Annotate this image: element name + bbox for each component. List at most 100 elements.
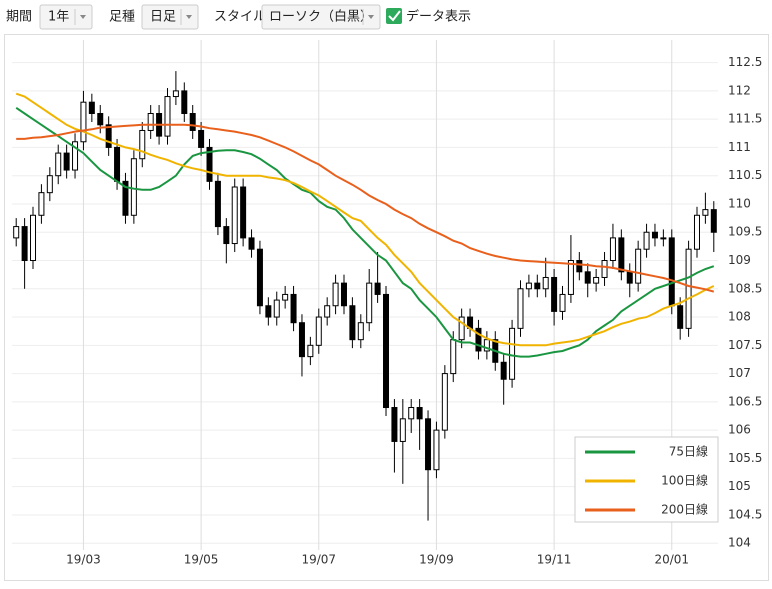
bar-select[interactable] — [141, 4, 199, 30]
candle-body — [458, 316, 465, 341]
y-tick-label: 111.5 — [728, 112, 762, 126]
moving-average-line — [15, 92, 715, 347]
candle-body — [651, 231, 658, 239]
candle-body — [416, 407, 423, 420]
candle-body — [668, 237, 675, 307]
y-tick-label: 106.5 — [728, 394, 762, 408]
y-tick-label: 109 — [728, 253, 751, 267]
style-value: ローソク（白黒） — [269, 9, 373, 25]
candle-body — [660, 237, 667, 240]
candle-body — [475, 327, 482, 352]
candle-body — [30, 214, 37, 262]
show-data-label: データ表示 — [406, 9, 471, 25]
candle-body — [114, 146, 121, 182]
candle-body — [164, 96, 171, 137]
candle-body — [357, 322, 364, 341]
candle-body — [593, 276, 600, 284]
candle-body — [584, 271, 591, 284]
x-tick-label: 20/01 — [654, 553, 689, 567]
data-checkbox[interactable] — [386, 8, 402, 24]
candle-body — [214, 180, 221, 228]
candle-body — [399, 418, 406, 442]
candle-body — [172, 90, 179, 98]
candle-body — [500, 361, 507, 380]
candle-body — [105, 124, 112, 148]
candle-body — [693, 214, 700, 250]
y-tick-label: 112 — [728, 83, 751, 97]
candle-body — [425, 418, 432, 471]
candle-body — [206, 146, 213, 182]
moving-average-line — [15, 106, 715, 358]
x-tick-label: 19/05 — [184, 553, 219, 567]
moving-average-line — [16, 123, 715, 293]
y-tick-label: 108.5 — [728, 281, 762, 295]
y-tick-label: 112.5 — [728, 55, 762, 69]
y-tick-label: 111 — [728, 140, 751, 154]
candle-body — [374, 282, 381, 295]
y-tick-label: 110 — [728, 196, 751, 210]
candle-body — [55, 152, 62, 177]
candle-body — [567, 260, 574, 295]
candle-body — [340, 282, 347, 307]
candle-body — [198, 129, 205, 148]
period-value: 1年 — [48, 10, 69, 25]
candle-body — [408, 407, 415, 420]
y-tick-label: 107 — [728, 366, 751, 380]
period-label: 期間 — [6, 10, 32, 25]
bar-value: 日足 — [150, 10, 176, 25]
y-tick-label: 106 — [728, 423, 751, 437]
candle-body — [509, 327, 516, 380]
candle-body — [324, 305, 331, 318]
style-label: スタイル — [214, 10, 266, 25]
candle-body — [307, 344, 314, 358]
candle-body — [332, 282, 339, 307]
bar-label: 足種 — [109, 9, 135, 25]
candle-body — [248, 237, 255, 250]
candle-body — [189, 113, 196, 131]
candle-body — [483, 339, 490, 352]
candle-body — [576, 260, 583, 273]
y-tick-label: 110.5 — [728, 168, 762, 182]
candle-body — [391, 407, 398, 442]
candle-body — [46, 175, 53, 194]
candle-body — [534, 282, 541, 290]
candle-body — [122, 180, 129, 216]
candle-body — [315, 316, 322, 346]
candle-body — [256, 248, 263, 307]
candle-body — [542, 276, 549, 290]
candle-body — [273, 299, 280, 318]
dropdown-arrow — [368, 15, 374, 19]
candle-body — [441, 373, 448, 431]
x-tick-label: 19/03 — [66, 553, 101, 567]
candle-body — [710, 209, 717, 233]
candle-body — [626, 271, 633, 284]
candle-body — [231, 186, 238, 245]
dropdown-arrow — [80, 15, 86, 19]
y-tick-label: 105.5 — [728, 451, 762, 465]
candle-body — [517, 288, 524, 329]
candle-body — [702, 209, 709, 216]
candle-body — [181, 90, 188, 115]
candle-body — [80, 101, 87, 143]
x-tick-label: 19/09 — [419, 553, 454, 567]
y-tick-label: 105 — [728, 479, 751, 493]
y-tick-label: 107.5 — [728, 338, 762, 352]
candle-body — [349, 305, 356, 341]
candle-body — [525, 282, 532, 290]
candle-body — [139, 129, 146, 160]
candle-body — [559, 293, 566, 312]
candle-body — [88, 101, 95, 115]
y-tick-label: 109.5 — [728, 225, 762, 239]
candle-body — [618, 237, 625, 273]
legend-label: 200日線 — [661, 502, 708, 517]
candle-body — [677, 305, 684, 329]
period-select[interactable] — [39, 4, 93, 30]
candle-body — [130, 158, 137, 216]
candle-body — [685, 248, 692, 329]
candle-body — [450, 339, 457, 375]
candle-body — [366, 282, 373, 324]
candle-body — [643, 231, 650, 250]
style-select[interactable] — [261, 4, 381, 30]
